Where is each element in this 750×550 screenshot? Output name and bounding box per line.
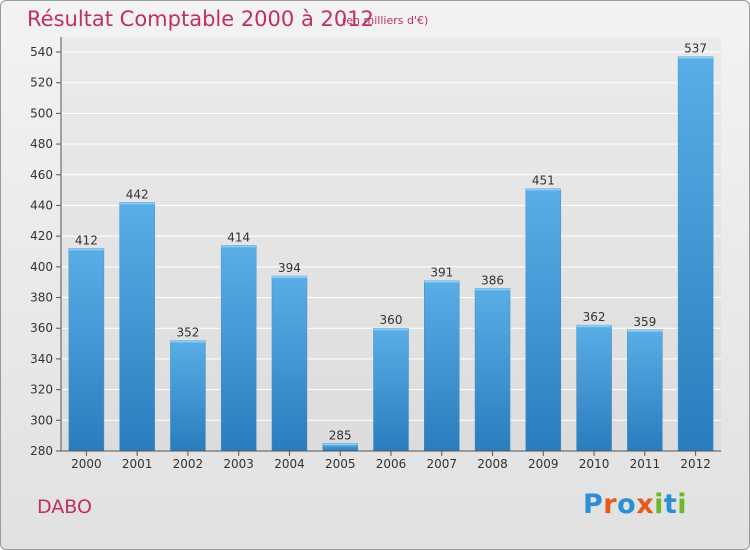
x-tick-label-2009: 2009 [528,457,559,471]
y-tick-label: 440 [30,198,53,212]
y-axis: 280 300 320 340 360 380 400 420 440 460 480 500 520 5… [30,37,62,458]
logo-letter: x [636,489,655,520]
y-tick-label: 480 [30,137,53,151]
bar-2002[interactable] [170,340,206,452]
bar-2004[interactable] [271,275,308,452]
bar-highlight [170,340,206,343]
bar-highlight [678,56,714,59]
data-label-2007: 391 [430,266,453,280]
bar-2006[interactable] [373,327,409,452]
x-tick-label-2012: 2012 [680,457,711,471]
chart-title: Résultat Comptable 2000 à 2012 [27,7,374,31]
proxiti-logo[interactable]: Proxiti [583,489,687,520]
bar-highlight [475,288,511,291]
x-tick-label-2003: 2003 [223,457,254,471]
data-label-2000: 412 [75,233,98,247]
bar-2010[interactable] [576,324,612,452]
logo-letter: i [654,489,664,520]
y-tick-label: 540 [30,45,53,59]
bar-2003[interactable] [220,245,257,452]
x-tick-label-2000: 2000 [71,457,102,471]
x-tick-label-2006: 2006 [376,457,407,471]
y-tick-label: 280 [30,444,53,458]
data-label-2010: 362 [583,310,606,324]
data-label-2001: 442 [126,187,149,201]
bar-highlight [322,443,358,446]
data-label-2011: 359 [633,315,656,329]
y-tick-label: 340 [30,352,53,366]
bar-highlight [525,188,561,191]
bar-highlight [373,328,409,331]
bar-highlight [119,202,155,205]
bar-2009[interactable] [525,188,562,452]
x-tick-label-2010: 2010 [579,457,610,471]
x-tick-label-2008: 2008 [477,457,508,471]
logo-letter: r [603,489,618,520]
bar-highlight [221,245,257,248]
bar-highlight [627,329,663,332]
chart-subtitle: (en milliers d'€) [342,14,429,27]
bar-2001[interactable] [119,202,155,452]
x-tick-label-2005: 2005 [325,457,356,471]
y-tick-label: 380 [30,291,53,305]
data-label-2009: 451 [532,174,555,188]
y-tick-label: 520 [30,76,53,90]
bar-2011[interactable] [627,329,663,452]
place-name: DABO [37,496,92,518]
data-label-2006: 360 [380,313,403,327]
logo-letter: o [617,489,637,520]
x-axis: 2000 2001 2002 2003 2004 2005 2006 2007 2008 2009… [61,450,721,471]
x-tick-label-2001: 2001 [122,457,153,471]
data-label-2004: 394 [278,261,301,275]
x-tick-label-2004: 2004 [274,457,305,471]
x-tick-label-2007: 2007 [426,457,457,471]
bar-2012[interactable] [677,56,714,452]
bar-2008[interactable] [474,288,511,452]
y-tick-label: 360 [30,321,53,335]
y-tick-label: 500 [30,106,53,120]
y-tick-label: 460 [30,168,53,182]
x-tick-label-2002: 2002 [173,457,204,471]
bar-highlight [424,280,460,283]
bars: 412 442 352 414 394 285 360 391 386 451 362 359 537 [68,42,714,452]
bar-2000[interactable] [68,248,105,452]
y-tick-label: 420 [30,229,53,243]
data-label-2002: 352 [176,326,199,340]
y-tick-label: 300 [30,413,53,427]
logo-letter: t [663,489,678,520]
bar-highlight [68,248,104,251]
logo-letter: i [677,489,688,520]
bar-highlight [576,325,612,328]
logo-letter: P [583,489,604,520]
data-label-2005: 285 [329,428,352,442]
x-tick-label-2011: 2011 [630,457,661,471]
data-label-2008: 386 [481,273,504,287]
bar-2007[interactable] [424,280,460,452]
data-label-2003: 414 [227,230,250,244]
y-tick-label: 320 [30,383,53,397]
y-tick-label: 400 [30,260,53,274]
bar-highlight [271,276,307,279]
data-label-2012: 537 [684,42,707,56]
